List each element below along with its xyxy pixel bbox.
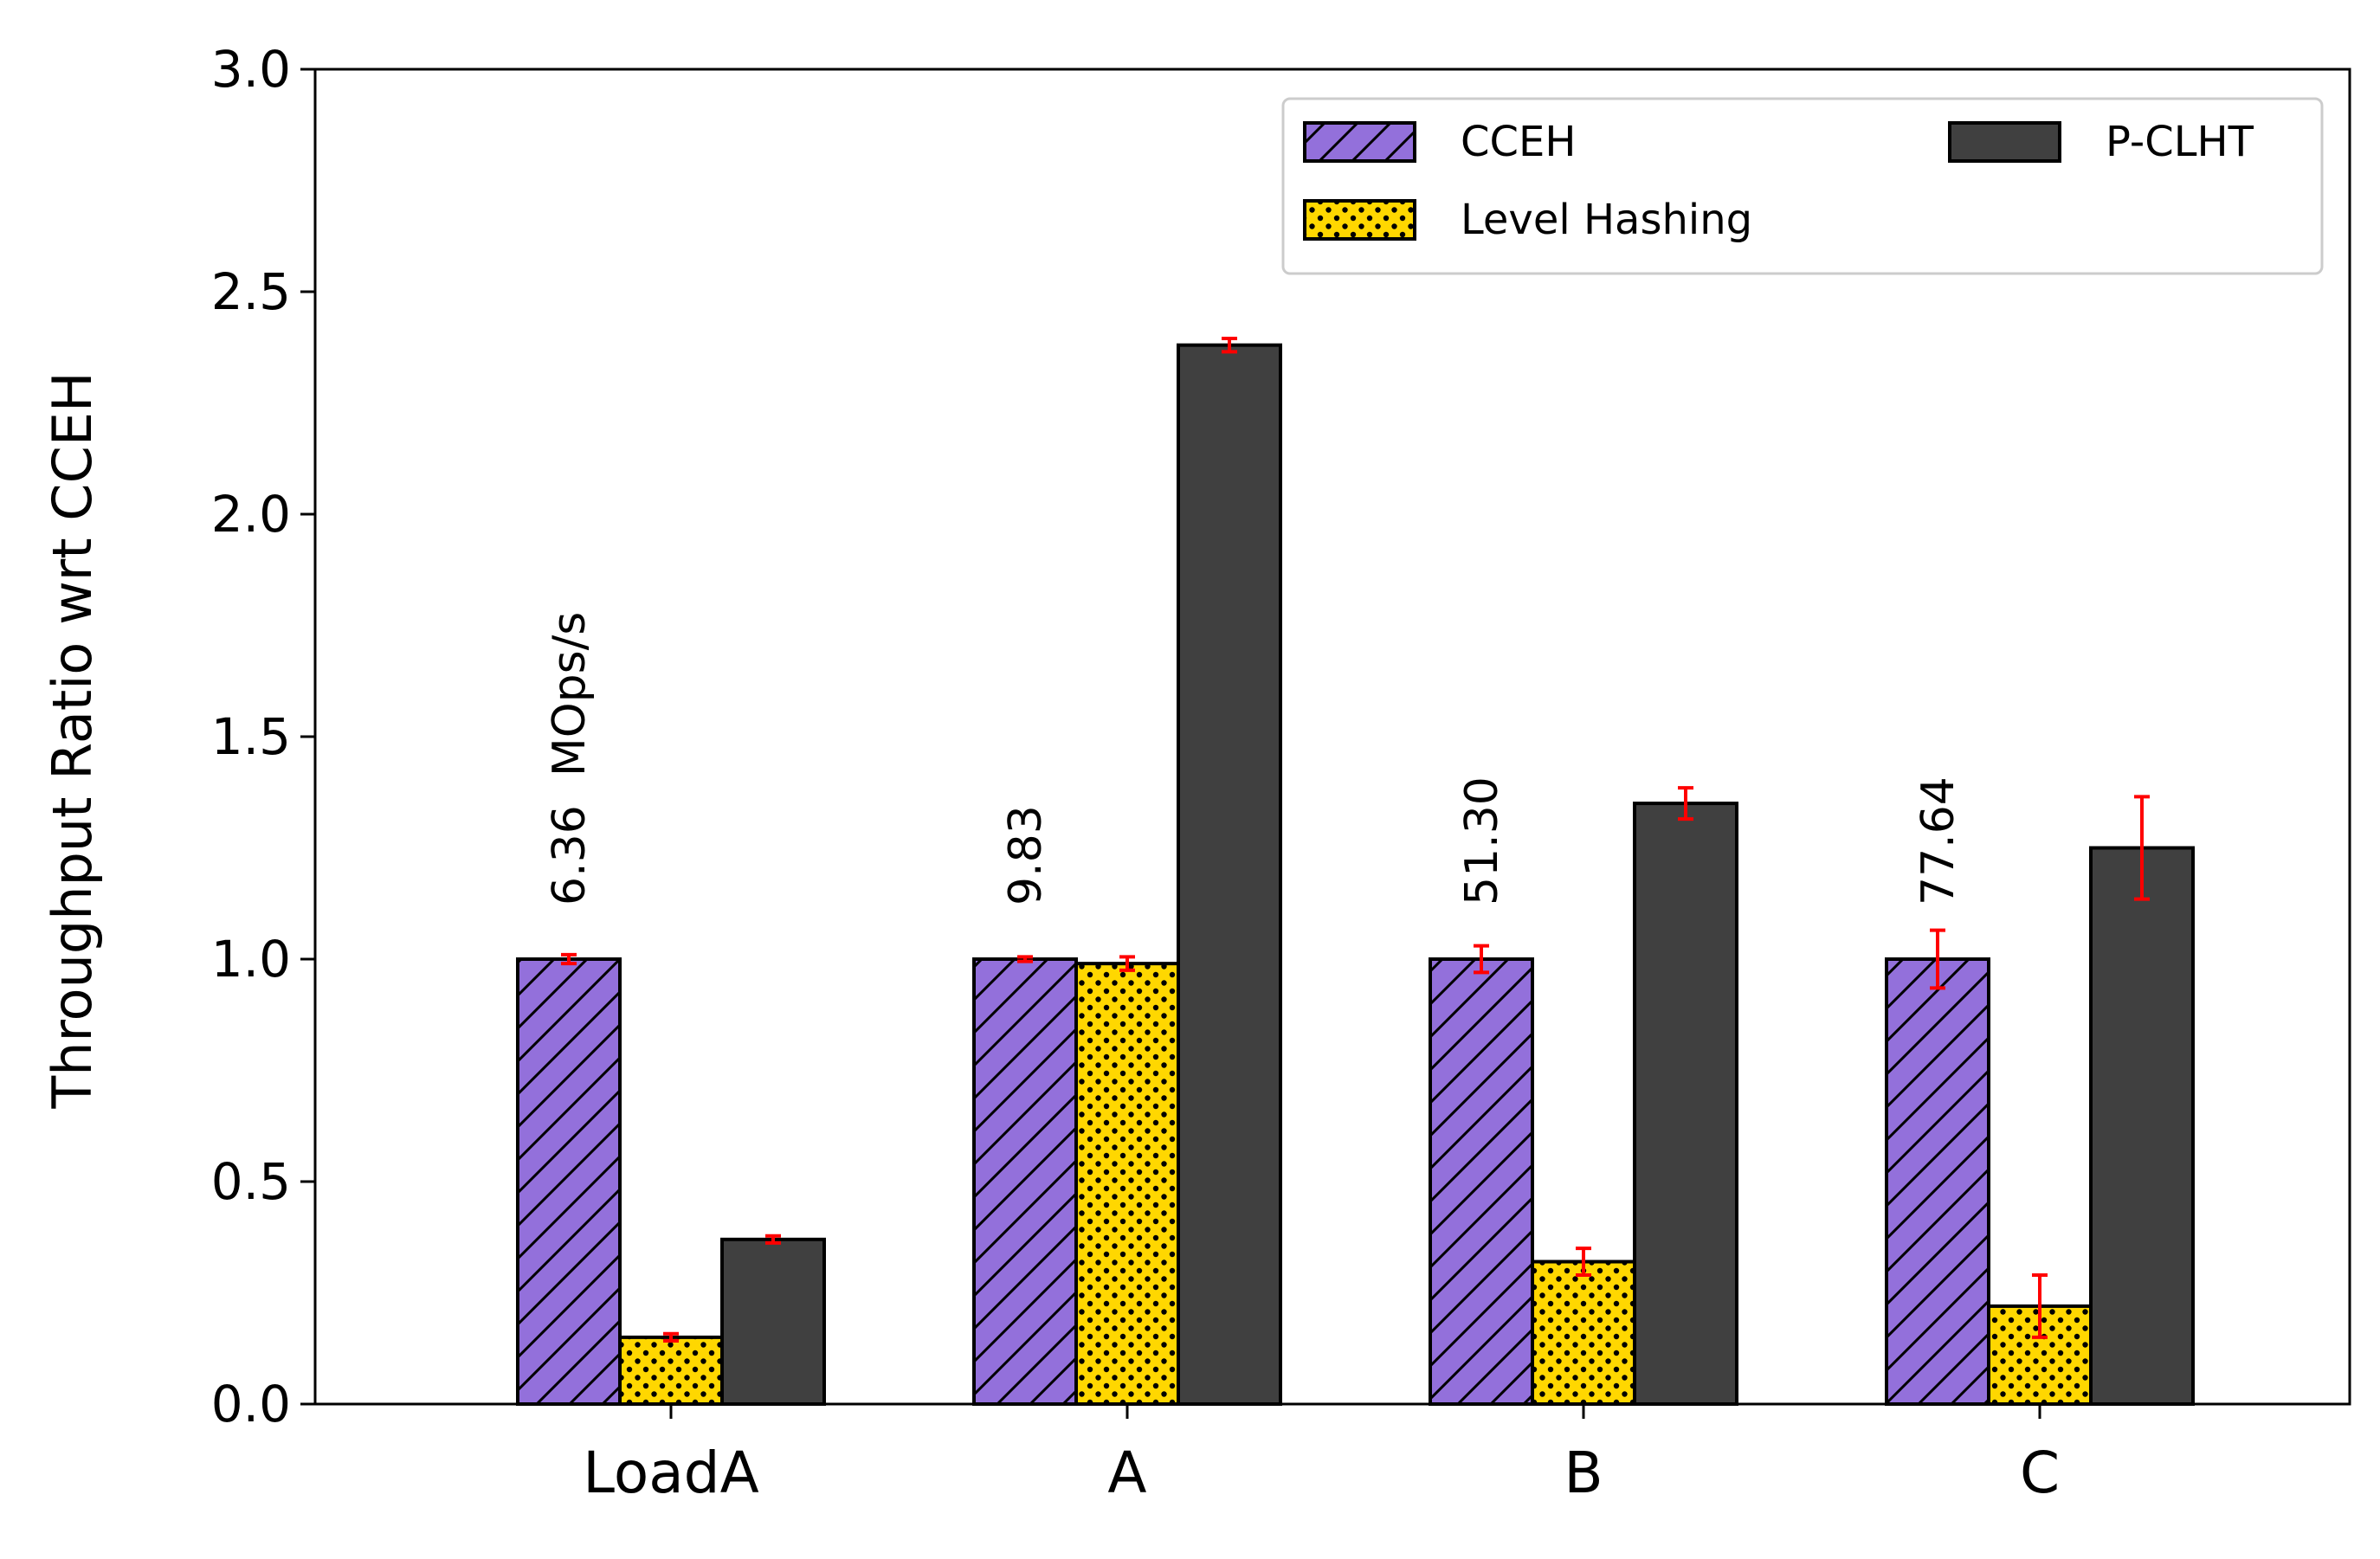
value-annotation: 6.36 MOps/s <box>544 612 596 905</box>
error-bar-level-hashing <box>1576 1247 1591 1277</box>
value-annotation: 51.30 <box>1456 776 1508 905</box>
y-tick-label: 2.0 <box>211 485 291 544</box>
y-axis-label-group: Throughput Ratio wrt CCEH <box>41 371 104 1109</box>
legend-swatch-outline-level-hashing <box>1303 199 1416 241</box>
y-axis-label: Throughput Ratio wrt CCEH <box>41 371 104 1109</box>
error-bar-p-clht <box>1222 336 1237 354</box>
bar-p-clht <box>1635 803 1737 1404</box>
y-tick-label: 0.0 <box>211 1375 291 1433</box>
x-tick-label: C <box>2020 1440 2060 1506</box>
error-bar-cceh <box>561 952 577 966</box>
bars-layer <box>516 343 2195 1407</box>
error-bar-cceh <box>1474 944 1489 975</box>
y-tick-label: 3.0 <box>211 40 291 99</box>
bar-hatch-level-hashing <box>1532 1261 1635 1404</box>
x-tick-label: A <box>1107 1440 1146 1506</box>
bar-hatch-cceh <box>518 959 620 1404</box>
error-bar-level-hashing <box>1119 955 1135 972</box>
legend-swatch-p-clht <box>1950 123 2060 161</box>
y-tick-label: 0.5 <box>211 1152 291 1211</box>
ticks-layer: 0.0 0.5 1.0 1.5 2.0 2.5 3.0 LoadA A B C <box>211 40 2060 1506</box>
legend-swatch-hatch-cceh <box>1305 123 1415 161</box>
error-bar-p-clht <box>1678 786 1693 821</box>
legend-label-cceh: CCEH <box>1461 118 1576 166</box>
legend-label-p-clht: P-CLHT <box>2106 118 2254 166</box>
bar-hatch-cceh <box>1430 959 1532 1404</box>
bar-p-clht <box>1178 345 1280 1405</box>
y-tick-label: 1.5 <box>211 707 291 766</box>
value-annotation: 77.64 <box>1912 776 1964 905</box>
legend-frame <box>1281 97 2324 275</box>
legend: CCEH Level Hashing P-CLHT <box>1281 97 2324 275</box>
value-annotation: 9.83 <box>1000 805 1052 905</box>
error-bar-cceh <box>1930 928 1945 990</box>
legend-swatch-outline-p-clht <box>1948 121 2061 163</box>
bar-hatch-cceh <box>1887 959 1989 1404</box>
error-bar-level-hashing <box>663 1331 679 1343</box>
plot-frame <box>313 68 2351 1406</box>
error-bar-level-hashing <box>2032 1272 2048 1339</box>
bar-p-clht <box>722 1239 824 1404</box>
x-tick-label: B <box>1564 1440 1603 1506</box>
y-tick-label: 1.0 <box>211 930 291 989</box>
legend-swatch-hatch-level-hashing <box>1305 201 1415 239</box>
legend-label-level-hashing: Level Hashing <box>1461 196 1752 244</box>
error-bar-p-clht <box>765 1234 781 1245</box>
error-bars-layer <box>561 336 2150 1343</box>
x-tick-label: LoadA <box>583 1440 758 1506</box>
bar-hatch-level-hashing <box>620 1337 722 1404</box>
error-bar-p-clht <box>2134 795 2150 901</box>
legend-swatch-outline-cceh <box>1303 121 1416 163</box>
bar-hatch-cceh <box>974 959 1076 1404</box>
bar-p-clht <box>2091 847 2193 1404</box>
error-bar-cceh <box>1017 955 1033 963</box>
annotations-layer: 6.36 MOps/s 9.83 51.30 77.64 <box>544 612 1964 905</box>
bar-hatch-level-hashing <box>1076 963 1178 1404</box>
y-tick-label: 2.5 <box>211 262 291 321</box>
